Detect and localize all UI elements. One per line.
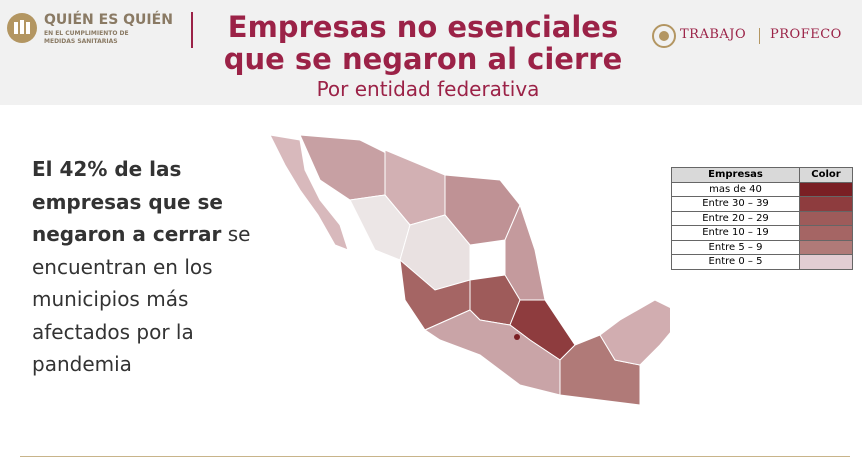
title: Empresas no esenciales <box>227 10 619 44</box>
partner-logo: TRABAJO <box>680 27 747 42</box>
partner-logo: PROFECO <box>770 27 842 42</box>
seal <box>652 24 676 48</box>
header <box>0 0 862 105</box>
legend-swatch <box>799 225 853 241</box>
logo-icon <box>7 13 37 43</box>
paragraph: El 42% de las empresas que se negaron a … <box>32 153 272 381</box>
legend-swatch <box>799 210 853 226</box>
legend-row: Entre 30 – 39 <box>671 196 853 212</box>
legend-label: Entre 5 – 9 <box>671 239 800 255</box>
legend-row: Entre 20 – 29 <box>671 210 853 226</box>
legend-header: Color <box>799 167 853 183</box>
bold-text: El 42% de las empresas que se negaron a … <box>32 157 223 246</box>
divider <box>191 12 193 48</box>
legend-label: Entre 20 – 29 <box>671 210 800 226</box>
subtitle: Por entidad federativa <box>316 77 540 101</box>
legend-swatch <box>799 239 853 255</box>
marker <box>514 334 520 340</box>
legend-row: Entre 5 – 9 <box>671 239 853 255</box>
legend-header: Empresas <box>671 167 800 183</box>
footer-line <box>20 456 850 457</box>
legend-row: mas de 40 <box>671 181 853 197</box>
legend-swatch <box>799 254 853 270</box>
logo-subtitle: EN EL CUMPLIMIENTO DE <box>44 30 129 37</box>
logo-title: QUIÉN ES QUIÉN <box>44 12 173 28</box>
legend-swatch <box>799 196 853 212</box>
title: que se negaron al cierre <box>223 42 623 76</box>
legend-label: mas de 40 <box>671 181 800 197</box>
legend-label: Entre 0 – 5 <box>671 254 800 270</box>
map <box>269 134 670 406</box>
legend-swatch <box>799 181 853 197</box>
legend-row: Entre 10 – 19 <box>671 225 853 241</box>
legend-label: Entre 30 – 39 <box>671 196 800 212</box>
divider <box>759 28 760 44</box>
legend-row: Entre 0 – 5 <box>671 254 853 270</box>
legend-table: Empresas Color mas de 40 Entre 30 – 39 Ent… <box>671 167 853 270</box>
text: se encuentran en los municipios más afec… <box>32 222 251 376</box>
logo-subtitle: MEDIDAS SANITARIAS <box>44 38 118 45</box>
legend-label: Entre 10 – 19 <box>671 225 800 241</box>
